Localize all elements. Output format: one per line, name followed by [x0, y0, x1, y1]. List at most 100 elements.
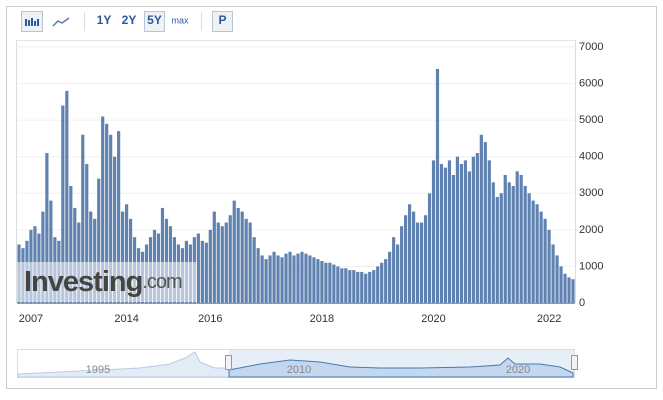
x-tick-label: 2018 — [310, 313, 334, 325]
bar — [109, 134, 113, 303]
bar — [388, 251, 392, 303]
bar — [121, 211, 125, 303]
bar — [41, 211, 45, 303]
bar — [85, 164, 89, 303]
bar — [439, 164, 444, 303]
x-tick-label: 2016 — [198, 313, 222, 325]
bar — [93, 218, 97, 303]
bar — [423, 215, 428, 303]
bar — [471, 156, 475, 303]
x-tick-label: 2020 — [421, 313, 445, 325]
toolbar: 1Y 2Y 5Y max P — [21, 11, 233, 32]
bar — [61, 105, 65, 303]
bar — [117, 131, 121, 303]
watermark-brand: Investing.com — [24, 266, 182, 298]
bar — [160, 207, 165, 303]
bar — [200, 240, 204, 303]
bar-icon — [25, 18, 39, 26]
p-button[interactable] — [212, 11, 233, 32]
bar — [547, 229, 551, 303]
range-button[interactable]: max — [171, 15, 189, 25]
y-tick-label: 0 — [579, 297, 585, 309]
bar — [97, 178, 101, 303]
bar — [559, 266, 563, 303]
bar — [268, 255, 272, 303]
bar — [125, 204, 129, 303]
bar — [507, 182, 511, 303]
bar — [328, 262, 332, 303]
bar — [212, 211, 216, 303]
bar — [344, 268, 348, 303]
bar — [324, 262, 328, 303]
range-button-active[interactable] — [144, 11, 165, 32]
bar — [244, 218, 248, 303]
bar — [372, 270, 376, 303]
bar — [300, 251, 304, 303]
bar — [479, 134, 483, 303]
bar — [451, 175, 456, 303]
bar — [463, 160, 467, 303]
bar — [304, 253, 308, 303]
bar — [196, 233, 200, 303]
bar — [396, 244, 400, 303]
bar — [435, 68, 440, 303]
navigator-label: 2020 — [506, 364, 530, 376]
y-tick-label: 1000 — [579, 260, 603, 272]
bar — [360, 271, 364, 303]
line-chart-button[interactable] — [52, 17, 70, 27]
navigator-handle[interactable] — [571, 355, 578, 370]
bar — [483, 142, 487, 303]
bar — [455, 156, 460, 303]
watermark-box — [17, 262, 197, 302]
bar — [384, 259, 388, 303]
bar — [427, 193, 432, 303]
bar — [467, 171, 471, 303]
bar — [288, 251, 292, 303]
bar — [407, 204, 412, 303]
range-button[interactable]: 1Y — [97, 13, 112, 27]
bar — [208, 229, 212, 303]
bar — [551, 244, 555, 303]
bar — [348, 270, 352, 303]
bar — [113, 156, 117, 303]
bar — [284, 253, 288, 303]
bar — [292, 255, 296, 303]
bar — [260, 255, 264, 303]
range-button[interactable]: 2Y — [122, 13, 137, 27]
bar — [400, 226, 404, 303]
bar — [419, 222, 424, 303]
p-button-label: P — [218, 13, 226, 27]
range-button[interactable]: 5Y — [147, 13, 162, 27]
bar — [65, 90, 69, 303]
navigator-label: 2010 — [287, 364, 311, 376]
bar — [392, 237, 396, 303]
bar — [228, 215, 232, 303]
bar — [495, 196, 499, 303]
bar — [73, 207, 77, 303]
navigator-handle[interactable] — [225, 355, 232, 370]
bar — [128, 218, 133, 303]
bar — [475, 153, 479, 303]
bar — [447, 160, 452, 303]
y-tick-label: 6000 — [579, 77, 603, 89]
bar — [45, 153, 49, 303]
bar — [539, 211, 543, 303]
bar — [571, 279, 575, 303]
bar — [248, 222, 252, 303]
bar — [543, 218, 547, 303]
bar — [101, 116, 105, 303]
bar — [332, 264, 336, 303]
bar — [216, 222, 220, 303]
bar — [320, 260, 324, 303]
watermark-brand-text: Investing — [24, 266, 142, 298]
y-tick-label: 4000 — [579, 151, 603, 163]
bar — [240, 211, 244, 303]
bar — [256, 248, 260, 303]
bar — [232, 200, 236, 303]
bar — [527, 193, 531, 303]
bar — [415, 222, 420, 303]
bar — [523, 185, 527, 303]
bar — [411, 211, 416, 303]
bar — [503, 175, 507, 303]
